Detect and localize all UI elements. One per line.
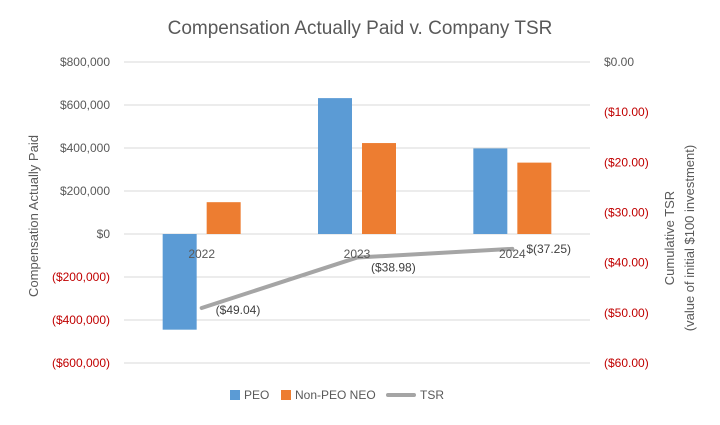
tsr-data-label: ($38.98) [371, 261, 416, 275]
bar-non-peo-neo [206, 202, 241, 234]
y-axis-title: Compensation Actually Paid [26, 135, 41, 297]
y-tick-label: ($600,000) [52, 356, 110, 370]
tsr-data-label: $(37.25) [526, 242, 571, 256]
x-tick-label: 2024 [499, 247, 526, 261]
bar-peo [162, 234, 197, 330]
y-tick-label: $600,000 [60, 98, 110, 112]
y-right-tick-label: ($40.00) [604, 256, 649, 270]
y-right-tick-label: ($60.00) [604, 356, 649, 370]
y-right-tick-label: ($10.00) [604, 105, 649, 119]
y-right-tick-label: ($50.00) [604, 306, 649, 320]
tsr-line [199, 246, 515, 311]
right-axis-ticks: $0.00 ($10.00) ($20.00) ($30.00) ($40.00) ($5… [604, 55, 649, 370]
bar-peo [318, 98, 352, 235]
data-labels: ($49.04) ($38.98) $(37.25) [216, 242, 571, 317]
bars [162, 98, 552, 330]
category-labels: 2022 2023 2024 [188, 247, 526, 261]
y-tick-label: $800,000 [60, 55, 110, 69]
y-right-tick-label: ($20.00) [604, 155, 649, 169]
tsr-data-label: ($49.04) [216, 303, 261, 317]
y-axis-right-title-line2: (value of initial $100 investment) [682, 145, 697, 331]
y-axis-right-title-line1: Cumulative TSR [662, 191, 677, 285]
legend-label: Non-PEO NEO [295, 388, 376, 402]
left-axis-ticks: $800,000 $600,000 $400,000 $200,000 $0 ($200,… [52, 55, 110, 370]
chart-title: Compensation Actually Paid v. Company TS… [168, 18, 553, 39]
y-tick-label: $400,000 [60, 141, 110, 155]
legend-swatch-peo [230, 390, 240, 400]
legend-label: TSR [420, 388, 444, 402]
legend: PEO Non-PEO NEO TSR [230, 388, 444, 402]
legend-label: PEO [244, 388, 269, 402]
legend-swatch-non-peo-neo [281, 390, 291, 400]
bar-non-peo-neo [362, 143, 396, 234]
y-tick-label: ($400,000) [52, 313, 110, 327]
bar-non-peo-neo [517, 162, 552, 234]
y-right-tick-label: $0.00 [604, 55, 634, 69]
gridlines [124, 61, 590, 364]
x-tick-label: 2023 [344, 247, 371, 261]
bar-peo [473, 148, 508, 234]
tsr-line-group [199, 246, 515, 311]
x-tick-label: 2022 [188, 247, 215, 261]
y-right-tick-label: ($30.00) [604, 206, 649, 220]
y-tick-label: ($200,000) [52, 270, 110, 284]
y-tick-label: $0 [97, 227, 111, 241]
y-tick-label: $200,000 [60, 184, 110, 198]
